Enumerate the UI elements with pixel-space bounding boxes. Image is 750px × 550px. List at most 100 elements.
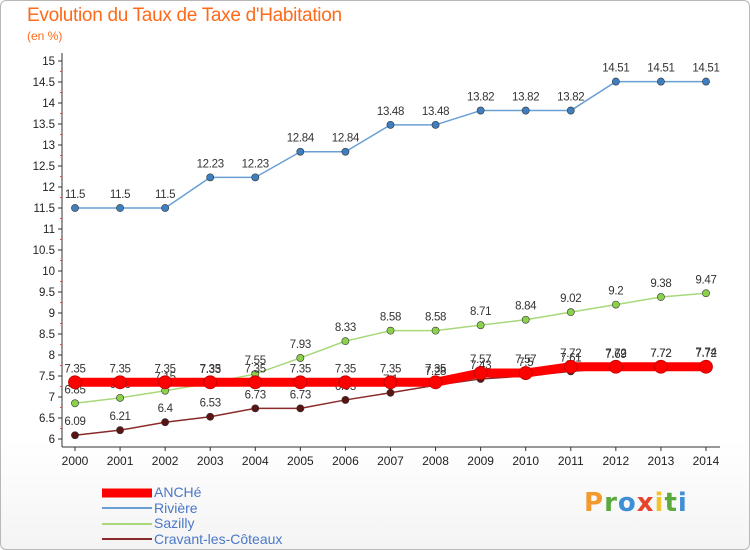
data-label: 12.84 [332, 133, 360, 145]
data-point [341, 147, 350, 156]
data-point [206, 412, 215, 421]
data-label: 6.09 [64, 416, 85, 428]
legend-label: Sazilly [154, 515, 195, 531]
y-tick-label: 11.5 [33, 203, 55, 215]
y-tick-label: 6.5 [39, 413, 55, 425]
data-point [248, 375, 263, 390]
data-point [563, 359, 578, 374]
data-label: 7.28 [425, 366, 446, 378]
data-point [341, 396, 350, 404]
data-label: 6.53 [200, 398, 221, 410]
logo-letter: o [617, 488, 637, 518]
data-label: 7.33 [200, 364, 221, 376]
data-point [161, 204, 170, 212]
x-tick-label: 2011 [558, 454, 584, 468]
logo-letter: P [584, 488, 605, 518]
x-tick-label: 2006 [332, 454, 359, 468]
data-point [296, 404, 305, 413]
data-label: 7.74 [695, 347, 717, 359]
data-label: 12.23 [197, 158, 224, 170]
y-tick-label: 7.5 [39, 371, 55, 383]
x-tick-label: 2014 [693, 454, 720, 468]
y-tick-label: 13 [42, 140, 55, 152]
data-point [566, 308, 575, 317]
data-point [428, 375, 443, 390]
data-point [71, 204, 79, 212]
data-point [206, 173, 215, 182]
data-label: 9.38 [650, 278, 671, 290]
data-label: 7.93 [290, 339, 311, 351]
y-tick-label: 9.5 [39, 287, 55, 299]
y-tick-label: 12 [42, 182, 55, 194]
data-label: 7.35 [245, 363, 266, 375]
legend-label: ANCHé [154, 484, 202, 500]
data-point [161, 418, 170, 427]
x-tick-label: 2007 [377, 454, 404, 468]
data-label: 6.73 [245, 389, 266, 401]
data-point [113, 375, 127, 390]
data-point [699, 359, 713, 374]
data-point [296, 147, 305, 156]
data-label: 7.72 [560, 348, 581, 360]
data-label: 7.35 [109, 363, 130, 375]
data-point [116, 426, 124, 435]
x-tick-label: 2005 [287, 454, 314, 468]
data-point [431, 120, 440, 129]
data-label: 7.57 [470, 354, 491, 366]
data-point [251, 173, 260, 182]
data-label: 8.58 [380, 312, 401, 324]
chart-subtitle: (en %) [27, 29, 63, 43]
data-point [608, 359, 623, 374]
chart-title: Evolution du Taux de Taxe d'Habitation [27, 5, 342, 26]
data-label: 14.51 [692, 63, 719, 75]
data-label: 8.33 [335, 322, 356, 334]
x-tick-label: 2012 [602, 454, 629, 468]
data-label: 7.35 [425, 363, 446, 375]
data-point [116, 204, 124, 212]
x-tick-label: 2013 [648, 454, 675, 468]
data-point [702, 77, 710, 86]
y-tick-label: 15 [42, 56, 55, 68]
legend-swatch-riviere [102, 507, 152, 510]
x-tick-label: 2003 [197, 454, 224, 468]
logo-letter: r [604, 488, 618, 518]
data-label: 6.21 [109, 411, 130, 423]
data-label: 12.23 [242, 158, 269, 170]
data-label: 7.72 [650, 348, 671, 360]
data-label: 7.57 [515, 354, 536, 366]
data-label: 14.51 [647, 63, 674, 75]
data-point [386, 388, 395, 397]
x-tick-label: 2002 [152, 454, 179, 468]
data-label: 7.72 [650, 348, 671, 360]
data-label: 7.72 [695, 348, 716, 360]
data-label: 7.35 [155, 363, 176, 375]
data-point [702, 289, 710, 298]
legend-swatch-sazilly [102, 522, 152, 525]
x-tick-label: 2000 [62, 454, 89, 468]
data-point [611, 300, 620, 309]
data-point [611, 77, 620, 86]
data-label: 6.85 [64, 384, 85, 396]
data-label: 7.55 [245, 355, 266, 367]
data-point [341, 337, 350, 346]
data-point [293, 375, 308, 390]
data-label: 7.72 [605, 348, 626, 360]
data-point [476, 321, 485, 330]
data-point [657, 293, 665, 301]
y-tick-label: 8.5 [39, 329, 55, 341]
data-point [116, 393, 124, 402]
y-tick-label: 9 [49, 308, 55, 320]
data-point [476, 106, 485, 115]
data-label: 8.71 [470, 306, 491, 318]
proxiti-logo: Proxiti [584, 488, 688, 518]
data-label: 7.35 [64, 363, 85, 375]
data-label: 12.84 [287, 133, 315, 145]
data-label: 6.4 [158, 403, 174, 415]
data-point [521, 315, 530, 324]
y-tick-label: 6 [49, 434, 55, 446]
data-label: 13.82 [557, 92, 584, 104]
data-point [71, 431, 79, 440]
data-label: 9.02 [560, 293, 581, 305]
